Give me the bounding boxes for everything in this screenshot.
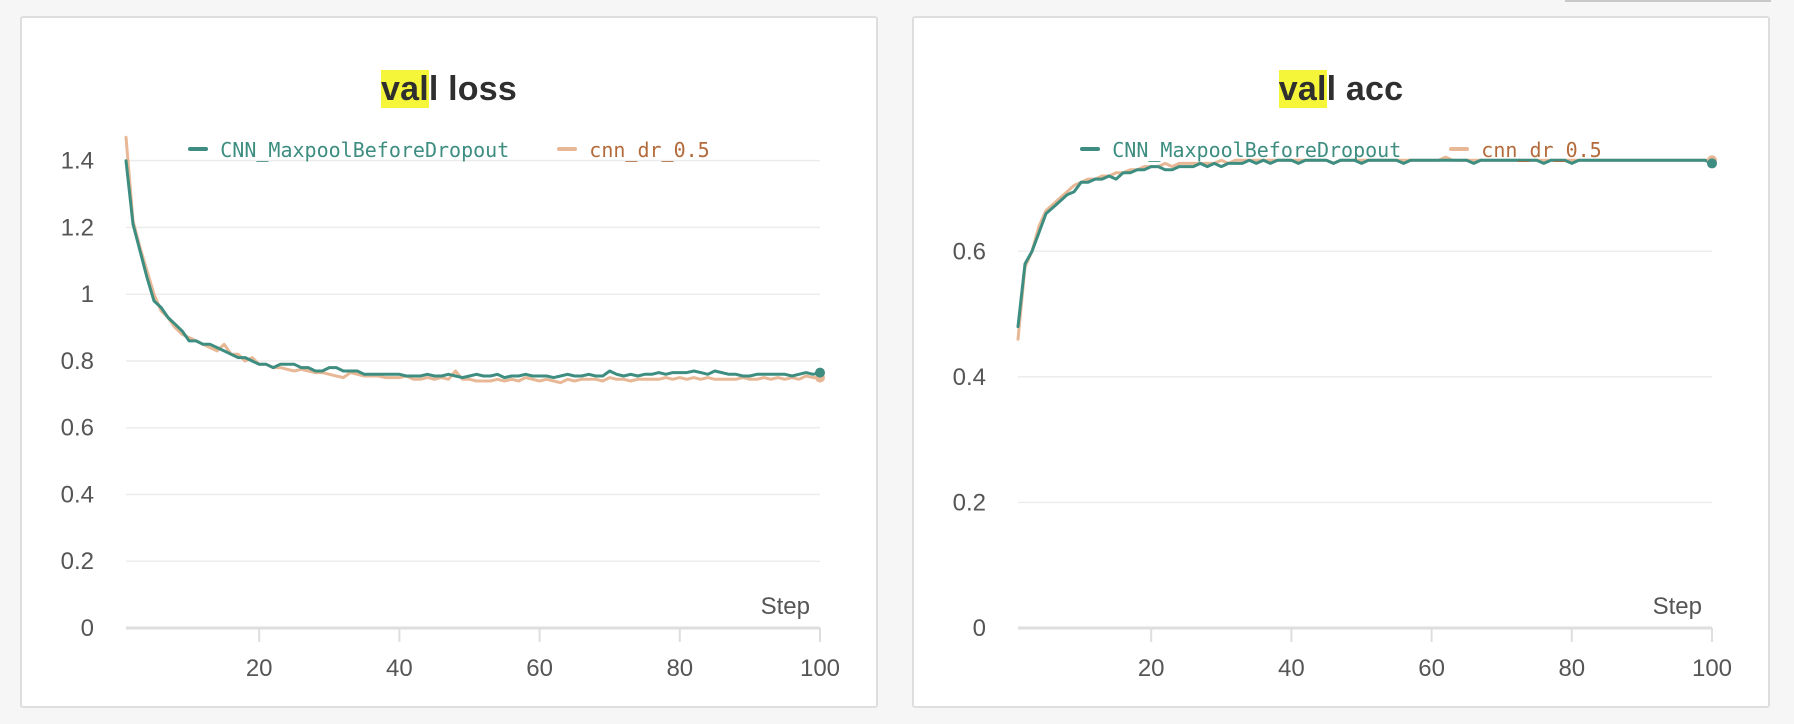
series-line-series-b[interactable]: [124, 135, 822, 385]
y-tick-label: 0.2: [61, 548, 94, 575]
legend-label: cnn_dr_0.5: [1481, 138, 1602, 162]
chart-title: vall loss: [22, 70, 876, 109]
legend-label: CNN_MaxpoolBeforeDropout: [1112, 138, 1402, 162]
y-tick-label: 1.4: [61, 148, 94, 175]
y-tick-label: 0.6: [953, 238, 986, 265]
legend-label: CNN_MaxpoolBeforeDropout: [220, 138, 510, 162]
top-toolbar-edge: [1565, 0, 1771, 2]
y-tick-label: 1.2: [61, 214, 94, 241]
series-line-series-b[interactable]: [1016, 155, 1714, 341]
y-tick-label: 0.8: [61, 348, 94, 375]
y-tick-label: 0.2: [953, 489, 986, 516]
x-tick-label: 20: [246, 655, 273, 682]
x-tick-label: 40: [386, 655, 413, 682]
x-tick-label: 80: [666, 655, 693, 682]
chart-legend: CNN_MaxpoolBeforeDropout cnn_dr_0.5: [914, 138, 1768, 162]
legend-swatch-icon: [1449, 146, 1470, 151]
x-tick-label: 100: [1692, 655, 1732, 682]
val-acc-chart-panel: 0 0.2 0.4 0.6 20 40 60 80 100 Step vall acc CNN_M…: [912, 16, 1770, 708]
x-tick-label: 100: [800, 655, 840, 682]
val-loss-chart-panel: 0 0.2 0.4 0.6 0.8 1 1.2 1.4 20 40 60 80 100 Step vall…: [20, 16, 878, 708]
legend-entry-series-b[interactable]: cnn_dr_0.5: [557, 138, 710, 162]
title-rest: l acc: [1326, 70, 1404, 108]
title-search-highlight: val: [1278, 70, 1327, 108]
y-tick-label: 0.4: [953, 364, 986, 391]
y-tick-label: 0: [973, 615, 986, 642]
legend-swatch-icon: [188, 146, 209, 151]
series-end-point-series-a[interactable]: [1707, 158, 1717, 169]
y-tick-label: 0.4: [61, 481, 94, 508]
x-tick-label: 60: [526, 655, 553, 682]
legend-entry-series-a[interactable]: CNN_MaxpoolBeforeDropout: [1080, 138, 1401, 162]
x-tick-label: 20: [1138, 655, 1165, 682]
x-axis-label: Step: [761, 593, 810, 620]
y-tick-label: 0.6: [61, 415, 94, 442]
y-tick-label: 0: [81, 615, 94, 642]
val-loss-chart-plot: 0 0.2 0.4 0.6 0.8 1 1.2 1.4 20 40 60 80 100 Step: [61, 135, 840, 682]
y-tick-label: 1: [81, 281, 94, 308]
val-acc-chart-plot: 0 0.2 0.4 0.6 20 40 60 80 100 Step: [953, 155, 1732, 682]
legend-entry-series-b[interactable]: cnn_dr_0.5: [1449, 138, 1602, 162]
legend-swatch-icon: [1080, 146, 1101, 151]
x-tick-label: 60: [1418, 655, 1445, 682]
chart-title: vall acc: [914, 70, 1768, 109]
series-end-point-series-a[interactable]: [815, 367, 825, 378]
series-line-series-a[interactable]: [1016, 158, 1714, 329]
legend-label: cnn_dr_0.5: [589, 138, 710, 162]
title-rest: l loss: [428, 70, 517, 108]
legend-entry-series-a[interactable]: CNN_MaxpoolBeforeDropout: [188, 138, 509, 162]
title-search-highlight: val: [380, 70, 429, 108]
chart-legend: CNN_MaxpoolBeforeDropout cnn_dr_0.5: [22, 138, 876, 162]
x-tick-label: 80: [1558, 655, 1585, 682]
legend-swatch-icon: [557, 146, 578, 151]
x-axis-label: Step: [1653, 593, 1702, 620]
x-tick-label: 40: [1278, 655, 1305, 682]
series-line-series-a[interactable]: [124, 159, 822, 380]
